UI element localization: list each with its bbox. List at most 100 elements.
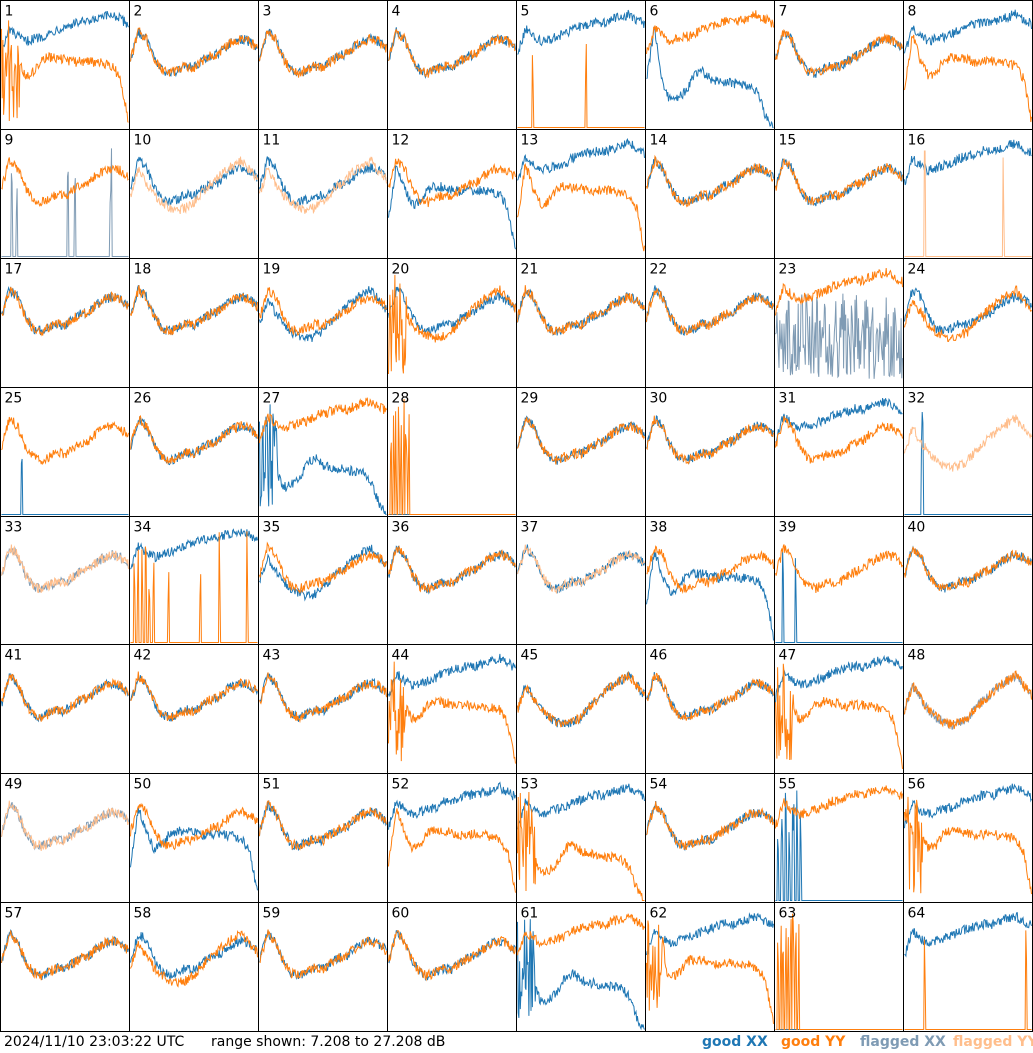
series-yy-panel-15	[775, 158, 903, 206]
panel-label-37: 37	[521, 520, 539, 536]
panel-label-20: 20	[392, 262, 410, 278]
series-yy-panel-12	[388, 158, 516, 208]
series-yy-panel-11	[259, 156, 387, 215]
series-xx-panel-30	[646, 415, 774, 464]
panel-label-30: 30	[650, 391, 668, 407]
panel-28: 28	[387, 387, 517, 517]
series-xx-panel-38	[646, 551, 774, 641]
series-yy-panel-56	[904, 796, 1032, 895]
series-xx-panel-22	[646, 285, 774, 337]
series-yy-panel-22	[646, 288, 774, 336]
series-xx-panel-1	[1, 10, 129, 57]
series-xx-panel-60	[388, 930, 516, 982]
panel-label-55: 55	[779, 777, 797, 793]
panel-63: 63	[774, 902, 904, 1032]
panel-label-10: 10	[134, 133, 152, 149]
panel-label-26: 26	[134, 391, 152, 407]
panel-label-9: 9	[5, 133, 14, 149]
panel-1: 1	[0, 0, 130, 130]
panel-10: 10	[129, 129, 259, 259]
panel-44: 44	[387, 644, 517, 774]
panel-51: 51	[258, 773, 388, 903]
series-yy-panel-27	[259, 397, 387, 443]
series-xx-panel-9	[1, 148, 129, 257]
series-yy-panel-8	[904, 34, 1032, 123]
series-yy-panel-57	[1, 930, 129, 981]
panel-label-42: 42	[134, 648, 152, 664]
series-yy-panel-51	[259, 800, 387, 851]
series-yy-panel-13	[517, 163, 645, 252]
panel-17: 17	[0, 258, 130, 388]
series-yy-panel-33	[1, 544, 129, 594]
series-yy-panel-40	[904, 546, 1032, 591]
panel-label-54: 54	[650, 777, 668, 793]
series-yy-panel-35	[259, 541, 387, 594]
panel-frame-61	[516, 902, 646, 1032]
panel-53: 53	[516, 773, 646, 903]
panel-label-58: 58	[134, 906, 152, 922]
panel-label-51: 51	[263, 777, 281, 793]
series-yy-panel-39	[775, 544, 903, 594]
series-xx-panel-61	[517, 919, 645, 1031]
panel-30: 30	[645, 387, 775, 517]
series-xx-panel-6	[646, 26, 774, 128]
series-xx-panel-5	[517, 9, 645, 55]
series-xx-panel-23	[775, 293, 903, 379]
panel-3: 3	[258, 0, 388, 130]
panel-25: 25	[0, 387, 130, 517]
series-yy-panel-59	[259, 929, 387, 979]
panel-label-23: 23	[779, 262, 797, 278]
panel-label-33: 33	[5, 520, 23, 536]
series-yy-panel-10	[130, 156, 258, 215]
panel-23: 23	[774, 258, 904, 388]
series-yy-panel-36	[388, 544, 516, 593]
panel-label-32: 32	[908, 391, 926, 407]
series-yy-panel-19	[259, 287, 387, 336]
panel-frame-39	[774, 516, 904, 645]
panel-15: 15	[774, 129, 904, 259]
panel-label-17: 17	[5, 262, 23, 278]
panel-60: 60	[387, 902, 517, 1032]
panel-label-52: 52	[392, 777, 410, 793]
panel-8: 8	[903, 0, 1033, 130]
panel-49: 49	[0, 773, 130, 903]
series-yy-panel-42	[130, 671, 258, 722]
panel-42: 42	[129, 644, 259, 774]
panel-label-21: 21	[521, 262, 539, 278]
series-yy-panel-17	[1, 286, 129, 337]
panel-29: 29	[516, 387, 646, 517]
series-yy-panel-45	[517, 671, 645, 728]
series-xx-panel-57	[1, 929, 129, 980]
panel-12: 12	[387, 129, 517, 259]
series-xx-panel-12	[388, 165, 516, 250]
panel-label-18: 18	[134, 262, 152, 278]
panel-50: 50	[129, 773, 259, 903]
panel-52: 52	[387, 773, 517, 903]
panel-label-45: 45	[521, 648, 539, 664]
series-yy-panel-7	[775, 28, 903, 77]
series-yy-panel-53	[517, 791, 645, 901]
legend-flagged-xx: flagged XX	[860, 1034, 946, 1050]
panel-frame-48	[903, 644, 1033, 774]
series-xx-panel-8	[904, 9, 1032, 54]
panel-14: 14	[645, 129, 775, 259]
panel-label-22: 22	[650, 262, 668, 278]
series-xx-panel-53	[517, 783, 645, 830]
panel-label-6: 6	[650, 4, 659, 20]
series-yy-panel-60	[388, 930, 516, 982]
panel-2: 2	[129, 0, 259, 130]
panel-37: 37	[516, 516, 646, 645]
series-xx-panel-34	[130, 528, 258, 570]
series-xx-panel-58	[130, 932, 258, 980]
panel-55: 55	[774, 773, 904, 903]
panel-47: 47	[774, 644, 904, 774]
panel-label-60: 60	[392, 906, 410, 922]
panel-label-41: 41	[5, 648, 23, 664]
panel-label-12: 12	[392, 133, 410, 149]
panel-frame-51	[258, 773, 388, 903]
series-xx-panel-24	[904, 287, 1032, 335]
panel-27: 27	[258, 387, 388, 517]
series-yy-panel-29	[517, 416, 645, 465]
panel-label-62: 62	[650, 906, 668, 922]
